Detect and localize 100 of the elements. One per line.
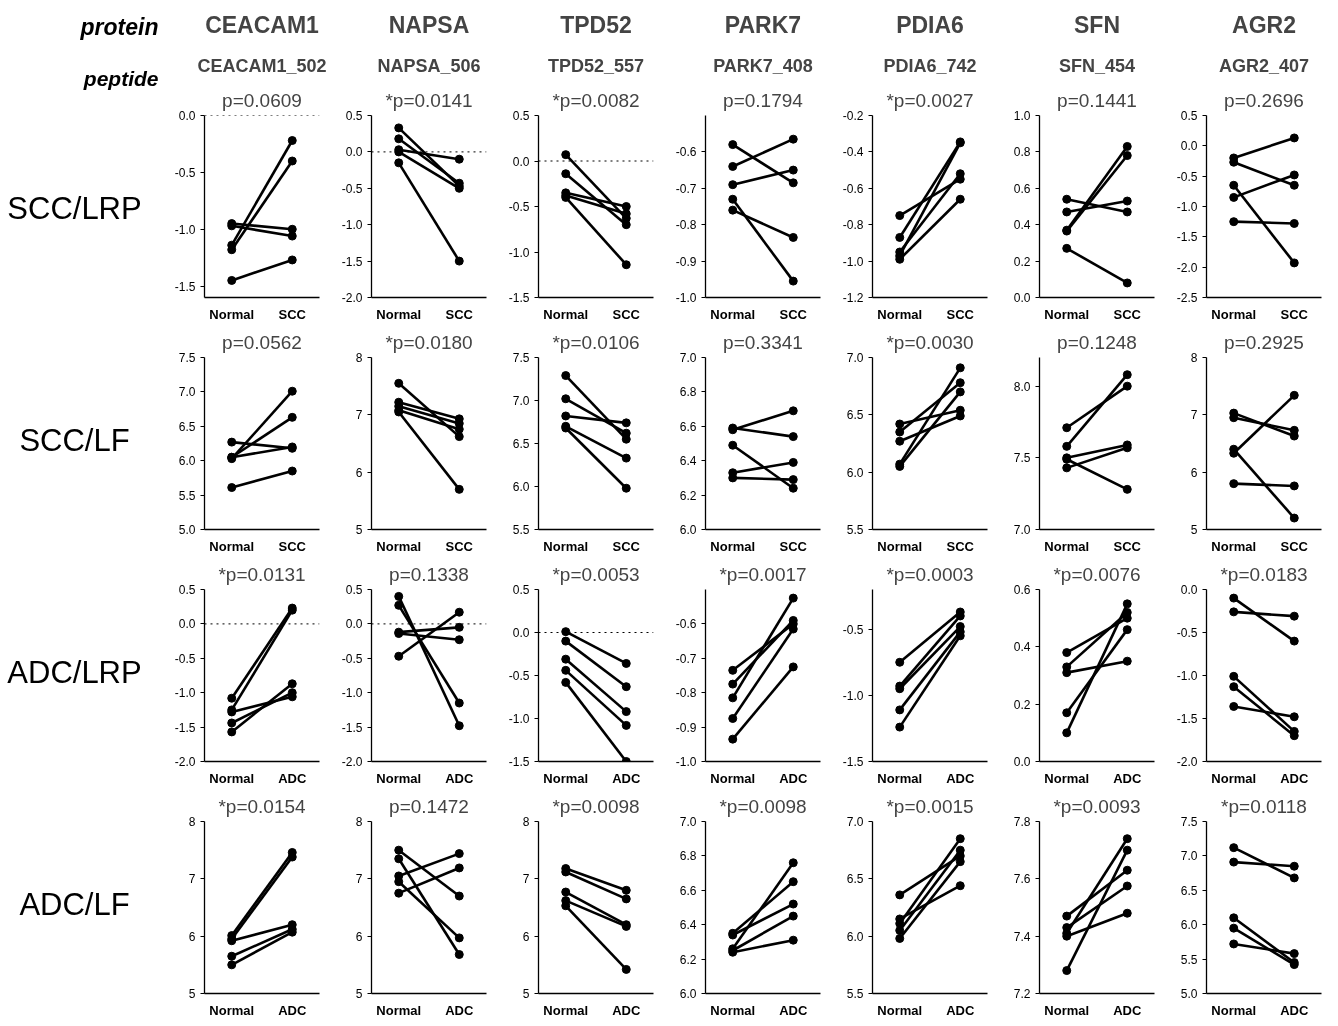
y-tick-label: 0.8 bbox=[1013, 145, 1031, 160]
y-tick-label: -0.8 bbox=[675, 218, 697, 233]
text: p=0.3341 bbox=[723, 331, 803, 353]
x-tick-label: SCC bbox=[278, 306, 307, 322]
x-tick-label: ADC bbox=[946, 1002, 975, 1018]
y-tick-label: 5 bbox=[522, 987, 530, 1001]
y-tick-label: -0.4 bbox=[842, 145, 864, 160]
y-tick-label: -0.9 bbox=[675, 254, 697, 269]
y-tick-label: 6.2 bbox=[679, 952, 697, 967]
y-tick-label: 7.0 bbox=[679, 815, 697, 829]
y-tick-label: -1.0 bbox=[508, 245, 530, 260]
y-tick-label: 5 bbox=[1190, 523, 1198, 537]
y-tick-label: -0.6 bbox=[842, 181, 864, 196]
y-tick-label: 7.0 bbox=[1180, 849, 1198, 864]
y-tick-label: 0.5 bbox=[345, 109, 363, 123]
text: p=0.1472 bbox=[389, 795, 469, 817]
chart-title: AGR2 bbox=[1232, 11, 1296, 38]
text: p=0.1794 bbox=[723, 89, 804, 111]
x-tick-label: SCC bbox=[445, 306, 474, 322]
text: *p=0.0118 bbox=[1221, 795, 1307, 817]
y-tick-label: 5.0 bbox=[1180, 987, 1198, 1001]
y-tick-label: -2.0 bbox=[341, 291, 363, 305]
x-tick-label: SCC bbox=[1113, 306, 1142, 322]
x-tick-label: SCC bbox=[1280, 538, 1309, 554]
text: p=0.1441 bbox=[1057, 89, 1137, 111]
y-tick-label: -2.0 bbox=[341, 755, 363, 769]
x-tick-label: Normal bbox=[1211, 538, 1257, 554]
y-tick-label: 6.8 bbox=[679, 385, 697, 400]
y-tick-label: 5 bbox=[188, 987, 196, 1001]
chart-title: PARK7 bbox=[724, 11, 802, 38]
y-tick-label: 6.0 bbox=[679, 987, 697, 1001]
y-tick-label: 6.8 bbox=[679, 849, 697, 864]
x-tick-label: Normal bbox=[710, 306, 756, 322]
text: *p=0.0015 bbox=[886, 795, 974, 817]
chart-title: CEACAM1 bbox=[205, 11, 320, 38]
x-tick-label: SCC bbox=[445, 538, 474, 554]
x-tick-label: Normal bbox=[1044, 770, 1090, 786]
y-tick-label: 8.0 bbox=[1013, 379, 1031, 394]
y-tick-label: 6 bbox=[355, 465, 363, 480]
y-tick-label: 6.5 bbox=[846, 408, 864, 423]
y-tick-label: 0.0 bbox=[1180, 139, 1198, 154]
x-tick-label: SCC bbox=[1113, 538, 1142, 554]
y-tick-label: 6.5 bbox=[846, 872, 864, 887]
text: *p=0.0053 bbox=[552, 563, 640, 585]
y-tick-label: -0.6 bbox=[675, 145, 697, 160]
text: *p=0.0141 bbox=[385, 89, 473, 111]
y-tick-label: -1.0 bbox=[842, 688, 864, 703]
y-tick-label: 5.5 bbox=[846, 987, 864, 1001]
x-tick-label: ADC bbox=[445, 770, 474, 786]
text: p=0.0562 bbox=[222, 331, 302, 353]
y-tick-label: 0.0 bbox=[178, 109, 196, 123]
x-tick-label: ADC bbox=[946, 770, 975, 786]
y-tick-label: -1.0 bbox=[508, 712, 530, 726]
y-tick-label: 7 bbox=[188, 872, 196, 887]
y-tick-label: -1.5 bbox=[508, 291, 530, 305]
chart-subtitle: NAPSA_506 bbox=[377, 55, 481, 76]
x-tick-label: ADC bbox=[779, 770, 808, 786]
y-tick-label: 6.2 bbox=[679, 488, 697, 503]
y-tick-label: 7 bbox=[355, 872, 363, 887]
x-tick-label: Normal bbox=[209, 770, 255, 786]
y-tick-label: -1.5 bbox=[508, 755, 530, 769]
text: *p=0.0027 bbox=[886, 89, 974, 111]
y-tick-label: -0.5 bbox=[508, 200, 530, 214]
y-tick-label: 0.5 bbox=[1180, 109, 1198, 123]
x-tick-label: ADC bbox=[1113, 1002, 1142, 1018]
y-tick-label: 6.6 bbox=[679, 883, 697, 898]
x-tick-label: Normal bbox=[376, 538, 422, 554]
text: *p=0.0017 bbox=[719, 563, 807, 585]
y-tick-label: -1.5 bbox=[1176, 230, 1198, 245]
x-tick-label: ADC bbox=[1280, 1002, 1309, 1018]
y-tick-label: 8 bbox=[188, 815, 196, 829]
y-tick-label: 0.4 bbox=[1013, 640, 1031, 655]
x-tick-label: Normal bbox=[1211, 770, 1257, 786]
y-tick-label: 6 bbox=[1190, 465, 1198, 480]
y-tick-label: -1.2 bbox=[842, 291, 864, 305]
y-tick-label: -0.5 bbox=[174, 651, 196, 666]
y-tick-label: -0.7 bbox=[675, 181, 697, 196]
y-tick-label: 5 bbox=[355, 987, 363, 1001]
y-tick-label: 0.5 bbox=[512, 583, 530, 597]
y-tick-label: -1.0 bbox=[341, 218, 363, 233]
x-tick-label: Normal bbox=[376, 1002, 422, 1018]
y-tick-label: -0.8 bbox=[675, 686, 697, 701]
x-tick-label: SCC bbox=[612, 538, 641, 554]
y-tick-label: 7.0 bbox=[1013, 523, 1031, 537]
x-tick-label: Normal bbox=[376, 770, 422, 786]
y-tick-label: 5 bbox=[355, 523, 363, 537]
chart-title: PDIA6 bbox=[896, 11, 964, 38]
y-tick-label: 0.0 bbox=[1013, 755, 1031, 769]
y-tick-label: 7.5 bbox=[1180, 815, 1198, 829]
x-tick-label: Normal bbox=[209, 538, 255, 554]
text: *p=0.0154 bbox=[218, 795, 307, 817]
y-tick-label: 7.5 bbox=[178, 351, 196, 365]
y-tick-label: 5.5 bbox=[1180, 952, 1198, 967]
y-tick-label: -1.0 bbox=[675, 755, 697, 769]
x-tick-label: Normal bbox=[1044, 538, 1090, 554]
y-tick-label: -0.6 bbox=[675, 617, 697, 632]
text: *p=0.0098 bbox=[719, 795, 807, 817]
y-tick-label: 8 bbox=[355, 351, 363, 365]
y-tick-label: -0.5 bbox=[1176, 169, 1198, 184]
y-tick-label: 0.4 bbox=[1013, 218, 1031, 233]
